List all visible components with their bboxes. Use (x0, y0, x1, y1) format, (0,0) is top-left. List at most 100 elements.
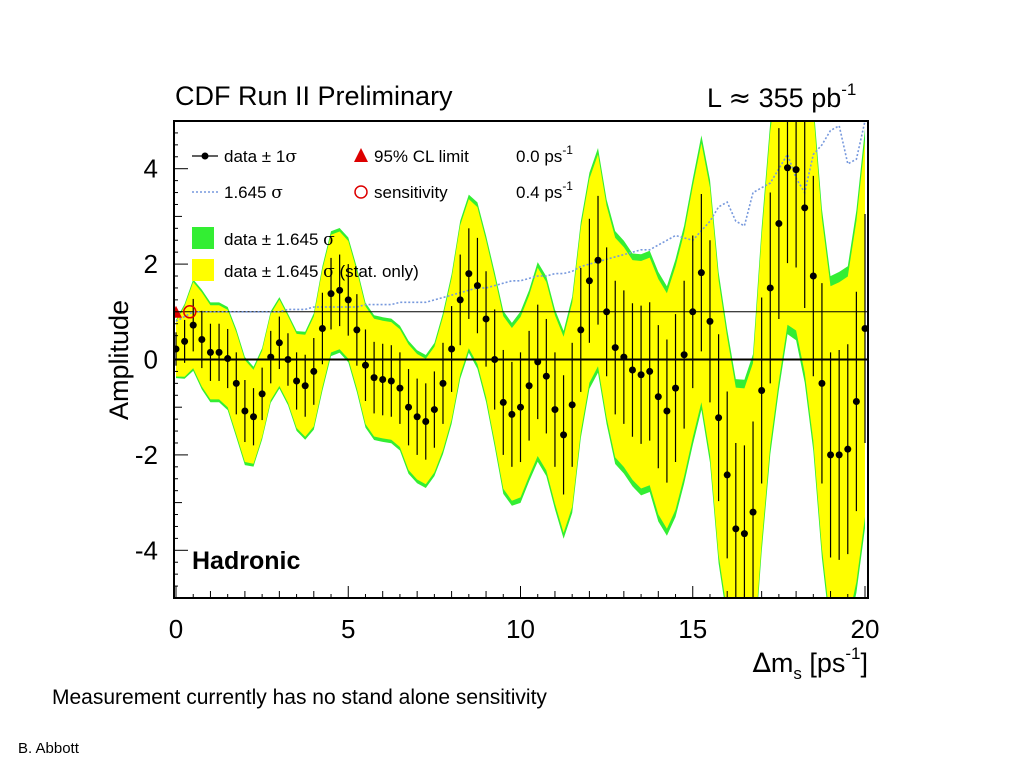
data-point (344, 296, 352, 304)
data-point (551, 406, 559, 414)
legend-yellow-symbol (192, 259, 214, 281)
data-point (568, 401, 576, 409)
data-point (577, 326, 585, 334)
legend-sigma-label: 1.645 σ (224, 183, 283, 203)
data-point (637, 371, 645, 379)
data-point (327, 290, 335, 298)
data-point (654, 393, 662, 401)
data-point (809, 272, 817, 280)
y-tick-label: 2 (144, 249, 158, 279)
legend-yellow-label: data ± 1.645 σ (stat. only) (224, 262, 419, 282)
plot-area (174, 121, 868, 598)
data-point (456, 296, 464, 304)
data-point (250, 413, 258, 421)
data-point (611, 344, 619, 352)
data-point (448, 345, 456, 353)
slide-caption: Measurement currently has no stand alone… (52, 686, 547, 709)
chart-title: CDF Run II Preliminary (175, 81, 453, 111)
data-point (439, 379, 447, 387)
legend-sensitivity-label: sensitivity (374, 183, 448, 202)
data-point (672, 384, 680, 392)
data-point (413, 413, 421, 421)
data-point (620, 353, 628, 361)
data-point (387, 377, 395, 385)
data-point (525, 382, 533, 390)
data-point (603, 308, 611, 316)
channel-annotation: Hadronic (192, 547, 300, 575)
data-point (852, 397, 860, 405)
data-point (801, 204, 809, 212)
x-tick-label: 0 (169, 614, 183, 644)
data-point (353, 326, 361, 334)
data-point (827, 451, 835, 459)
legend-green-symbol (192, 227, 214, 249)
data-point (689, 308, 697, 316)
data-point (749, 508, 757, 516)
y-tick-label: 4 (144, 154, 158, 184)
legend-cl-value: 0.0 ps-1 (516, 143, 573, 166)
legend-data-label: data ± 1σ (224, 147, 297, 167)
data-point (284, 356, 292, 363)
data-point (783, 164, 791, 172)
data-point (758, 387, 766, 395)
sigma-1645-line (175, 121, 866, 323)
data-point (241, 407, 249, 415)
data-point (585, 277, 593, 285)
legend-green-label: data ± 1.645 σ (224, 230, 335, 250)
y-axis-label: Amplitude (104, 300, 134, 420)
legend-sensitivity-symbol (354, 185, 368, 199)
data-point (405, 403, 413, 411)
data-point (258, 390, 266, 398)
data-point (336, 286, 344, 294)
data-point (318, 324, 326, 332)
data-point (534, 358, 542, 366)
data-point (267, 353, 275, 361)
data-point (697, 269, 705, 277)
legend-cl-label: 95% CL limit (374, 147, 469, 166)
data-point (293, 377, 301, 385)
data-point (473, 282, 481, 290)
data-point (198, 335, 206, 343)
data-point (491, 356, 499, 363)
data-point (275, 339, 283, 347)
tick-labels: 0 5 10 15 20 -4 -2 0 2 4 (135, 154, 880, 644)
data-point (732, 525, 740, 533)
y-tick-label: -2 (135, 440, 158, 470)
data-point (422, 418, 430, 426)
data-point (835, 451, 843, 459)
slide-author: B. Abbott (18, 740, 79, 757)
x-tick-label: 20 (851, 614, 880, 644)
data-point (542, 372, 550, 380)
data-point (361, 361, 369, 369)
data-point (482, 315, 490, 323)
data-point (396, 384, 404, 392)
luminosity-label: L ≈ 355 pb-1 (707, 80, 856, 114)
sensitivity-marker (183, 305, 197, 319)
data-point (792, 166, 800, 174)
legend: data ± 1σ 1.645 σ 95% CL limit 0.0 ps-1 … (192, 143, 573, 282)
data-point (723, 471, 731, 479)
data-point (310, 367, 318, 375)
y-tick-label: 0 (144, 345, 158, 375)
data-point (680, 351, 688, 359)
data-point (706, 317, 714, 325)
data-point (740, 530, 748, 538)
data-point (844, 445, 852, 453)
data-point (499, 398, 507, 406)
data-point (766, 284, 774, 292)
data-points (174, 121, 868, 598)
data-point (861, 324, 868, 332)
data-point (224, 355, 232, 363)
data-point (301, 382, 309, 390)
data-point (594, 256, 602, 264)
legend-data-symbol (201, 152, 209, 160)
data-point (560, 431, 568, 439)
data-point (379, 376, 387, 384)
data-point (628, 366, 636, 374)
x-axis-label: ∆ms [ps-1] (752, 644, 868, 683)
y-tick-label: -4 (135, 535, 158, 565)
data-point (430, 406, 438, 414)
x-tick-label: 10 (506, 614, 535, 644)
data-point (232, 379, 240, 387)
